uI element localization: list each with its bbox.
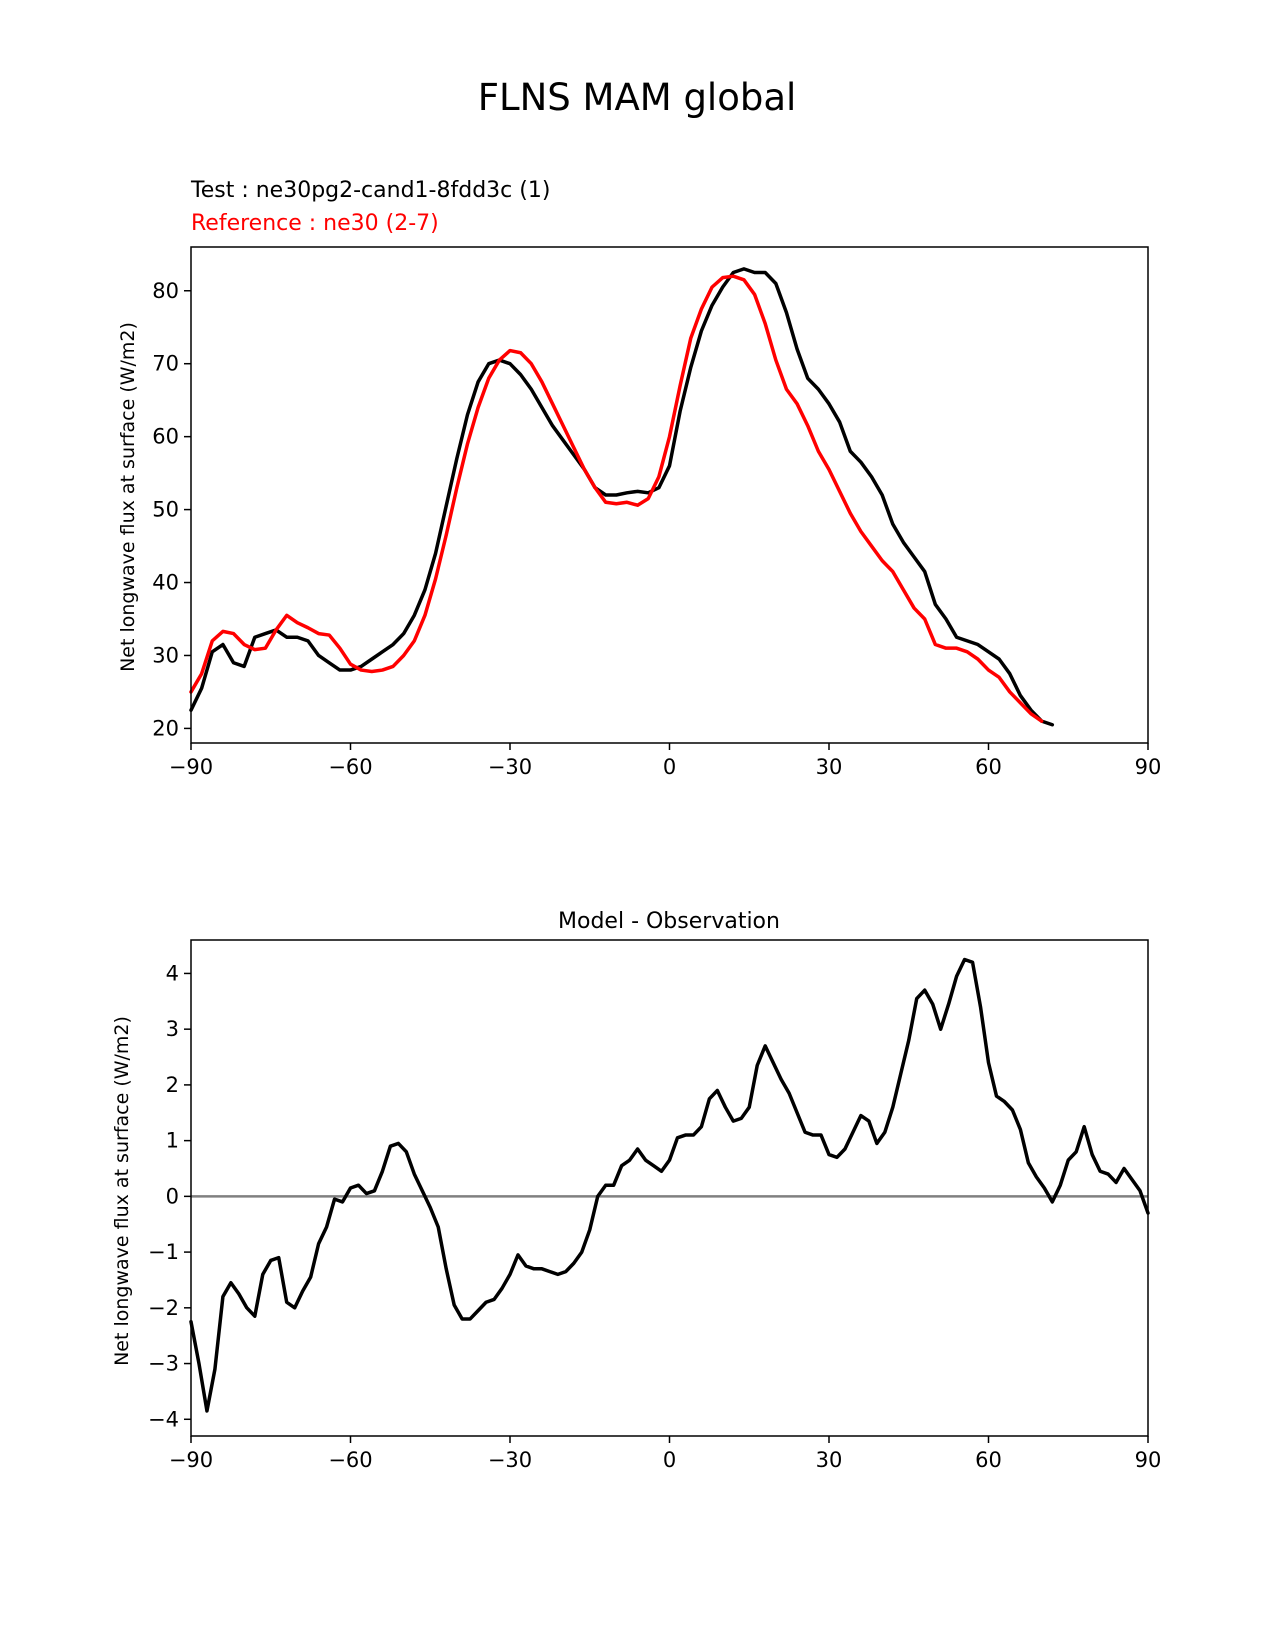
y-axis-label: Net longwave flux at surface (W/m2): [117, 322, 139, 672]
x-tick-label: 0: [663, 755, 676, 779]
y-tick-label: 0: [166, 1184, 179, 1208]
y-tick-label: 20: [152, 716, 179, 740]
difference-panel: Model - Observation Net longwave flux at…: [111, 909, 1161, 1472]
x-tick-label: 30: [816, 1448, 843, 1472]
test-label: Test : ne30pg2-cand1-8fdd3c (1): [190, 178, 550, 203]
comparison-panel: Test : ne30pg2-cand1-8fdd3c (1) Referenc…: [117, 178, 1161, 779]
y-tick-label: 4: [166, 961, 179, 985]
x-tick-label: −90: [169, 755, 213, 779]
y-tick-label: 3: [166, 1017, 179, 1041]
x-tick-label: −60: [328, 1448, 372, 1472]
y-tick-label: 60: [152, 425, 179, 449]
y-axis-label: Net longwave flux at surface (W/m2): [111, 1016, 133, 1366]
y-tick-label: −4: [148, 1407, 179, 1431]
x-tick-label: 60: [975, 755, 1002, 779]
y-tick-label: 50: [152, 498, 179, 522]
series-line-test: [189, 267, 1055, 727]
y-tick-label: 30: [152, 643, 179, 667]
series-line-reference: [189, 274, 1044, 723]
x-tick-label: 90: [1135, 1448, 1162, 1472]
x-tick-label: 30: [816, 755, 843, 779]
x-tick-label: 90: [1135, 755, 1162, 779]
y-tick-label: −1: [148, 1240, 179, 1264]
x-tick-label: 60: [975, 1448, 1002, 1472]
x-tick-label: −60: [328, 755, 372, 779]
x-tick-label: −30: [488, 1448, 532, 1472]
y-tick-label: 2: [166, 1073, 179, 1097]
y-tick-label: 70: [152, 352, 179, 376]
y-tick-label: −3: [148, 1352, 179, 1376]
x-tick-label: 0: [663, 1448, 676, 1472]
series-group: [189, 267, 1055, 727]
difference-title: Model - Observation: [558, 909, 780, 934]
series-group: [189, 957, 1150, 1413]
x-tick-label: −90: [169, 1448, 213, 1472]
tick-group: −90 −60 −30 0 30 60 90 −4 −3 −2 −1 0 1 2 3 4: [148, 961, 1161, 1472]
y-tick-label: −2: [148, 1296, 179, 1320]
figure-title: FLNS MAM global: [478, 76, 797, 119]
series-line-difference: [189, 957, 1150, 1413]
y-tick-label: 80: [152, 279, 179, 303]
y-tick-label: 40: [152, 571, 179, 595]
x-tick-label: −30: [488, 755, 532, 779]
tick-group: −90 −60 −30 0 30 60 90 20 30 40 50 60 70 80: [152, 279, 1161, 779]
y-tick-label: 1: [166, 1129, 179, 1153]
plot-frame: [190, 246, 1149, 744]
reference-label: Reference : ne30 (2-7): [191, 211, 439, 236]
plot-frame: [190, 939, 1149, 1437]
